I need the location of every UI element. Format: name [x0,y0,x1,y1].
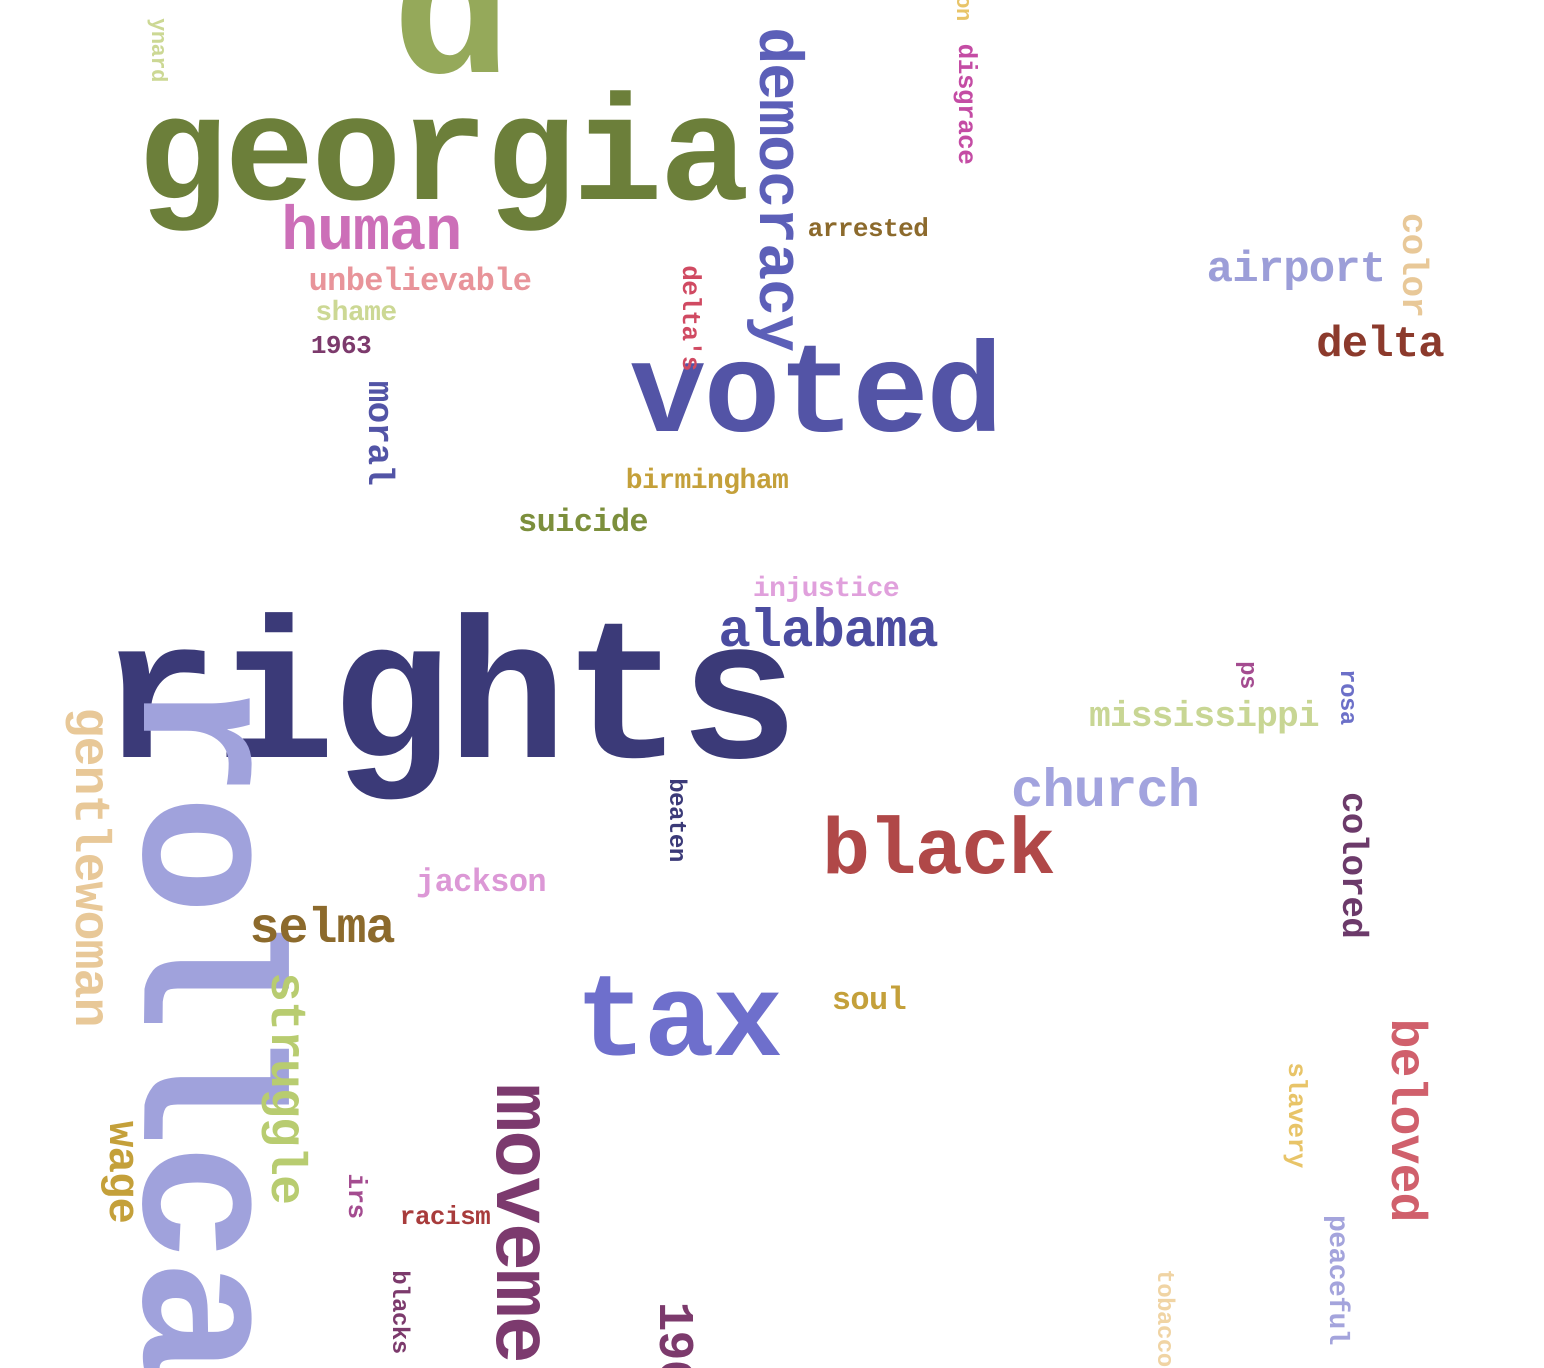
word-tax: tax [575,958,783,1091]
word-voted: voted [629,325,1003,470]
word-deltas: delta's [675,265,705,371]
word-slavery: slavery [1281,1062,1311,1168]
word-wage: wage [96,1120,146,1224]
word-black: black [821,807,1056,898]
word-church: church [1011,762,1200,823]
word-1963: 1963 [310,331,372,361]
word-suicide: suicide [518,504,649,541]
word-moral: moral [358,380,399,486]
word-beloved: beloved [1376,1018,1433,1222]
word-human: human [281,197,462,268]
word-unbelievable: unbelievable [308,263,532,300]
word-maynard: ynard [145,18,170,82]
word-injustice: injustice [752,574,900,605]
word-partial-top: d [391,0,512,133]
word-shame: shame [315,298,397,329]
word-peaceful: peaceful [1321,1215,1352,1345]
word-partial-on: on [950,0,975,21]
word-birmingham: birmingham [625,466,789,497]
word-mississippi: mississippi [1089,696,1319,737]
word-irs: irs [341,1173,371,1219]
word-airport: airport [1206,245,1387,295]
word-racism: racism [399,1202,491,1232]
word-blacks: blacks [385,1270,412,1354]
word-beaten: beaten [662,778,689,862]
word-alabama: alabama [718,602,938,663]
word-color: color [1392,212,1433,318]
word-tobacco: tobacco [1150,1269,1177,1367]
word-struggle: struggle [256,971,313,1205]
word-gentlewoman: gentlewoman [60,707,117,1027]
word-colored: colored [1332,791,1373,939]
word-1960s: 196 [644,1301,701,1368]
word-selma: selma [249,901,395,958]
word-soul: soul [831,982,907,1019]
word-jackson: jackson [416,864,547,901]
word-arrested: arrested [807,214,929,244]
word-georgia: georgia [137,75,749,245]
word-democracy: democracy [741,27,812,351]
word-rosa: rosa [1333,669,1360,725]
word-ps: ps [1233,661,1260,689]
word-delta: delta [1316,320,1445,370]
word-disgrace: disgrace [951,43,981,165]
word-rights: rights [98,591,799,818]
